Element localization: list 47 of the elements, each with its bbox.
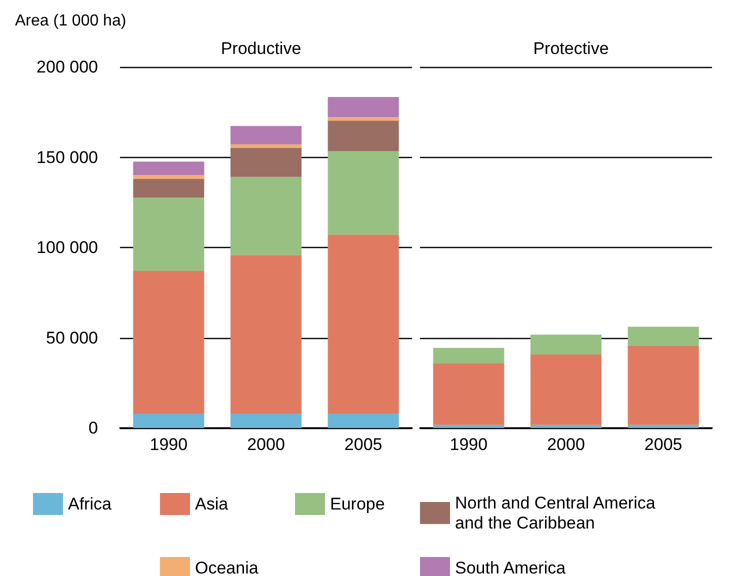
legend-label: Africa <box>68 494 112 514</box>
y-tick-label: 100 000 <box>36 238 98 257</box>
bar <box>530 424 602 428</box>
x-tick-label: 2000 <box>547 435 585 454</box>
bar <box>628 424 699 428</box>
y-tick-label: 50 000 <box>46 328 98 348</box>
x-tick-label: 2000 <box>247 435 285 454</box>
bar <box>230 144 302 148</box>
bar <box>328 414 399 428</box>
bar <box>230 255 302 414</box>
bar <box>133 198 204 271</box>
bar <box>328 120 399 152</box>
bar <box>133 270 204 414</box>
bar <box>328 234 399 414</box>
chart-title: Protective <box>533 39 609 58</box>
bar <box>230 148 302 177</box>
legend-label: Europe <box>330 494 385 514</box>
y-axis-title: Area (1 000 ha) <box>15 12 126 30</box>
legend-label: Asia <box>195 494 229 514</box>
bar <box>433 424 504 428</box>
bar <box>628 326 699 346</box>
bar <box>433 364 504 425</box>
y-tick-label: 150 000 <box>36 148 98 167</box>
bar <box>133 414 204 428</box>
bar <box>628 346 699 425</box>
bar <box>230 176 302 256</box>
bar <box>230 414 302 428</box>
bar <box>328 96 399 117</box>
chart-title: Productive <box>220 39 302 58</box>
bar <box>230 126 302 144</box>
y-tick-label: 200 000 <box>36 58 98 76</box>
bar <box>133 175 204 179</box>
bar <box>328 117 399 121</box>
x-tick-label: 1990 <box>450 435 488 454</box>
legend-label: North and Central America and the Caribbean <box>455 494 660 532</box>
bar <box>133 178 204 198</box>
legend-label: South America <box>455 558 566 576</box>
y-tick-label: 0 <box>88 418 98 438</box>
bar <box>328 151 399 235</box>
x-tick-label: 2005 <box>344 435 382 454</box>
bar <box>530 354 602 425</box>
legend-label: Oceania <box>195 558 259 576</box>
bar <box>133 162 204 176</box>
x-tick-label: 2005 <box>644 435 682 454</box>
bar <box>530 334 602 355</box>
x-tick-label: 1990 <box>150 435 188 454</box>
bar <box>433 348 504 364</box>
